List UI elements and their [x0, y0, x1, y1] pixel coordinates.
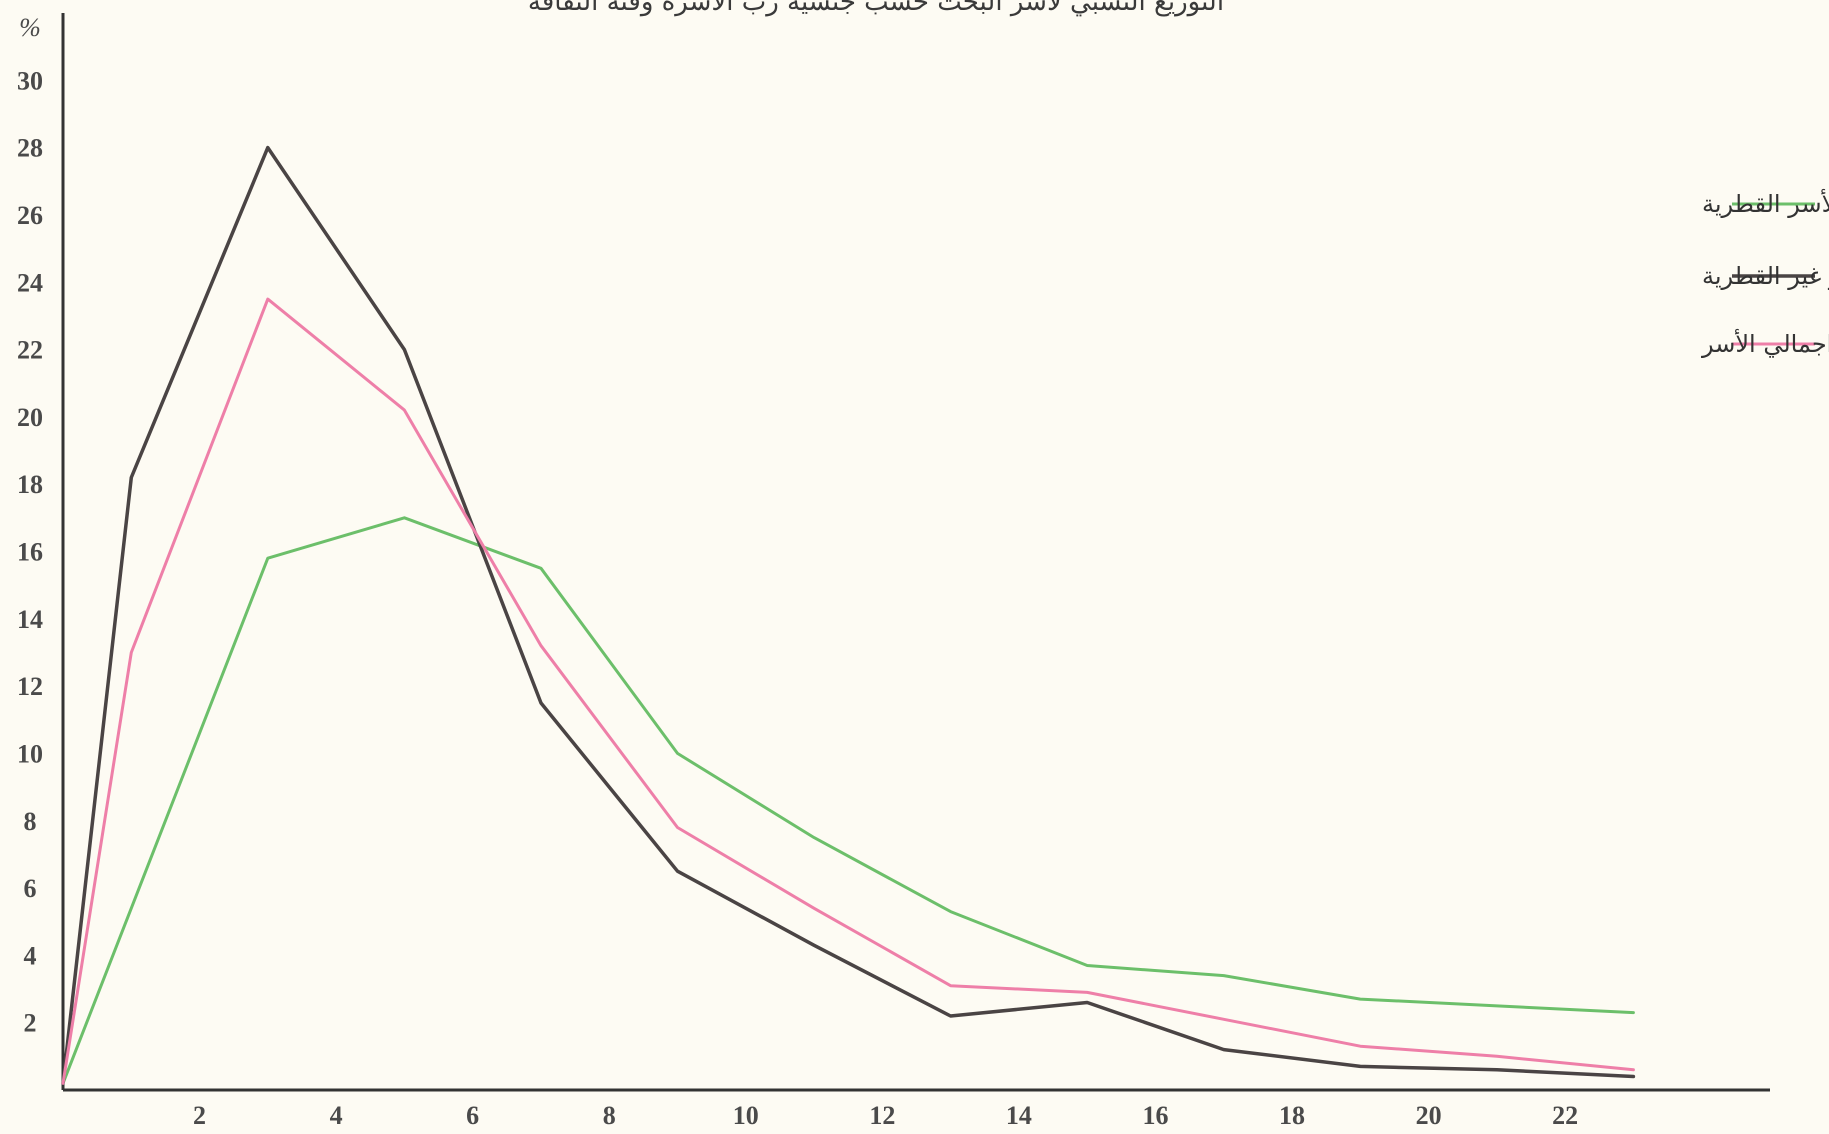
y-tick-label: 26 [17, 201, 43, 230]
lines-layer [61, 145, 1636, 1086]
y-tick-label: 30 [17, 66, 43, 95]
x-tick-label: 18 [1279, 1101, 1305, 1130]
y-tick-label: 6 [24, 874, 37, 903]
x-tick-label: 10 [733, 1101, 759, 1130]
x-tick-label: 20 [1416, 1101, 1442, 1130]
x-tick-label: 2 [193, 1101, 206, 1130]
x-tick-label: 6 [466, 1101, 479, 1130]
y-tick-label: 22 [17, 336, 43, 365]
x-tick-label: 16 [1142, 1101, 1168, 1130]
x-tick-label: 22 [1552, 1101, 1578, 1130]
y-tick-label: 4 [24, 941, 37, 970]
title-layer: التوزيع النسبي لأسر البحث حسب جنسية رب ا… [528, 0, 1224, 17]
x-tick-label: 14 [1006, 1101, 1032, 1130]
legend-label-3: اجمالي الأسر [1701, 329, 1829, 358]
y-tick-label: 18 [17, 470, 43, 499]
x-tick-label: 8 [603, 1101, 616, 1130]
chart-title: التوزيع النسبي لأسر البحث حسب جنسية رب ا… [528, 0, 1224, 17]
y-tick-label: 24 [17, 268, 43, 297]
x-tick-label: 12 [869, 1101, 895, 1130]
y-tick-label: 14 [17, 605, 43, 634]
y-tick-label: 12 [17, 672, 43, 701]
y-tick-label: 20 [17, 403, 43, 432]
series-line-2 [61, 145, 1636, 1086]
axes-layer [61, 13, 1770, 1092]
y-axis-label: % [19, 13, 41, 42]
legend-layer: الأسر القطرية الأسر غير القطرية اجمالي الأ… [1701, 189, 1829, 358]
series-line-3 [61, 297, 1635, 1085]
ticks-layer: 2 4 6 8 10 12 14 16 18 20 222468101214161820222426… [17, 13, 1578, 1130]
y-tick-label: 10 [17, 739, 43, 768]
x-tick-label: 4 [330, 1101, 343, 1130]
y-tick-label: 2 [24, 1009, 37, 1038]
y-tick-label: 16 [17, 538, 43, 567]
legend-label-2: الأسر غير القطرية [1702, 261, 1829, 290]
y-tick-label: 28 [17, 134, 43, 163]
legend-label-1: الأسر القطرية [1702, 189, 1829, 218]
y-tick-label: 8 [24, 807, 37, 836]
series-line-1 [61, 516, 1635, 1085]
